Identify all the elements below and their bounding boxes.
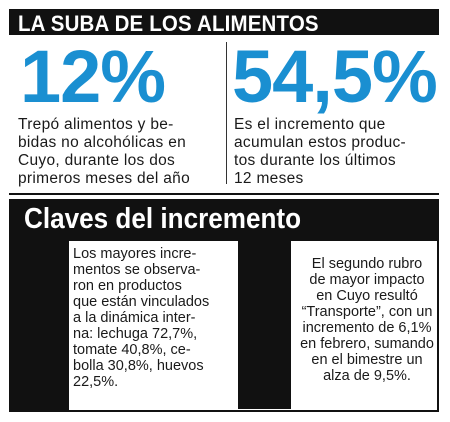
stat-value-12: 12%	[20, 35, 166, 118]
stat-description-54: Es el incremento que acumulan estos prod…	[234, 116, 407, 187]
claves-title: Claves del incremento	[24, 203, 302, 235]
banner-title: LA SUBA DE LOS ALIMENTOS	[18, 11, 319, 36]
stat-description-12: Trepó alimentos y be- bidas no alcohólic…	[18, 116, 191, 187]
clave-item-1: Los mayores incre- mentos se observa- ro…	[73, 246, 210, 390]
section-divider	[9, 193, 439, 195]
middle-black-block	[238, 241, 291, 409]
bottom-border	[9, 410, 439, 412]
title-banner	[9, 9, 439, 35]
clave-item-2: El segundo rubro de mayor impacto en Cuy…	[300, 256, 434, 384]
column-divider	[226, 42, 227, 184]
claves-header-bar	[9, 199, 439, 241]
right-border	[437, 241, 439, 412]
left-black-block	[9, 241, 69, 412]
stat-value-54: 54,5%	[232, 35, 438, 118]
